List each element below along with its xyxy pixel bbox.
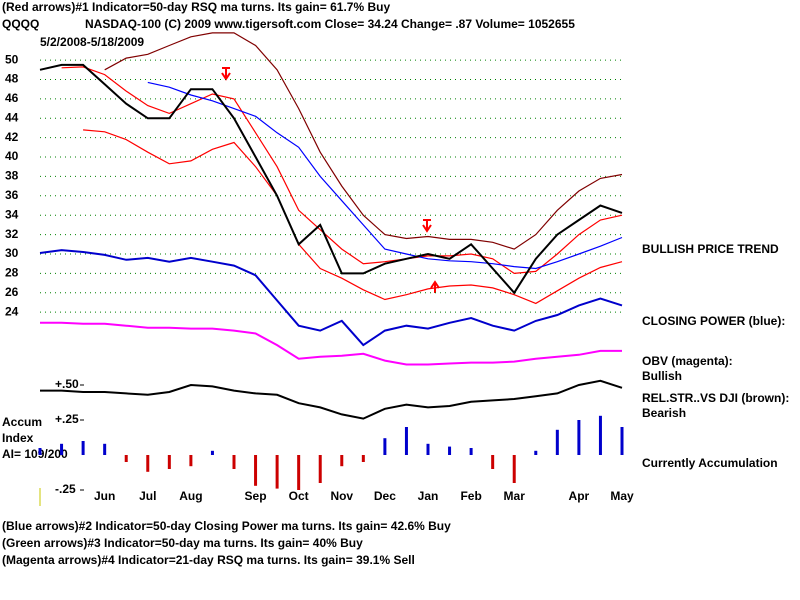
x-tick-label: Oct [289, 489, 309, 503]
accum-bar [469, 448, 473, 455]
y-tick-label: 40 [5, 149, 19, 163]
y-tick-label: 44 [5, 110, 19, 124]
annotation: BULLISH PRICE TREND [642, 242, 779, 256]
series-line [40, 321, 622, 366]
y-tick-label: 46 [5, 91, 19, 105]
accum-bar [124, 455, 128, 462]
accum-bar [318, 455, 322, 483]
accum-bar [38, 448, 42, 455]
accum-bar [555, 429, 559, 455]
accum-label: AI= 109/200 [2, 447, 68, 461]
accum-bar [383, 438, 387, 455]
accum-bar [60, 443, 64, 455]
annotation: OBV (magenta): [642, 354, 733, 368]
accum-bar [146, 455, 150, 472]
subtitle: NASDAQ-100 (C) 2009 www.tigersoft.com Cl… [85, 17, 575, 31]
y-tick-label: 36 [5, 188, 19, 202]
series-line [40, 379, 623, 420]
y2-tick-label: +.50 [55, 377, 79, 391]
x-tick-label: Nov [330, 489, 353, 503]
annotation: Currently Accumulation [642, 456, 778, 470]
accum-bar [577, 420, 581, 455]
y-tick-label: 30 [5, 246, 19, 260]
symbol: QQQQ [2, 17, 39, 31]
x-tick-label: Jun [94, 489, 115, 503]
annotation: Bullish [642, 369, 682, 383]
accum-bar [103, 443, 107, 455]
x-tick-label: Jan [418, 489, 439, 503]
series-line [147, 81, 623, 270]
x-tick-label: Sep [245, 489, 267, 503]
y-tick-label: 38 [5, 169, 19, 183]
accum-bar [340, 455, 344, 467]
y-tick-label: 32 [5, 227, 19, 241]
series-line [61, 66, 623, 275]
series-line [83, 129, 623, 305]
date-range: 5/2/2008-5/18/2009 [40, 35, 144, 49]
accum-bar [426, 443, 430, 455]
sell-arrow [422, 219, 432, 233]
accum-bar [620, 427, 624, 455]
accum-bar [275, 455, 279, 489]
series-line [104, 32, 623, 250]
accum-bar [404, 427, 408, 455]
annotation: REL.STR..VS DJI (brown): [642, 391, 789, 405]
y-tick-label: 48 [5, 72, 19, 86]
x-tick-label: Apr [569, 489, 590, 503]
accum-bar [361, 455, 365, 462]
accum-bar [448, 446, 452, 455]
x-tick-label: Aug [179, 489, 202, 503]
accum-bar [534, 450, 538, 455]
accum-bar [512, 455, 516, 483]
x-tick-label: Feb [460, 489, 481, 503]
accum-bar [297, 455, 301, 490]
annotation: Bearish [642, 406, 686, 420]
y-tick-label: 34 [5, 207, 19, 221]
footer-line: (Blue arrows)#2 Indicator=50-day Closing… [2, 519, 451, 533]
y2-tick-label: +.25 [55, 412, 79, 426]
accum-label: Accum [2, 415, 42, 429]
accum-bar [189, 455, 193, 467]
accum-bar [167, 455, 171, 469]
accum-bar [491, 455, 495, 469]
footer-line: (Green arrows)#3 Indicator=50-day ma tur… [2, 536, 363, 550]
x-tick-label: Dec [374, 489, 396, 503]
x-tick-label: Jul [139, 489, 156, 503]
x-tick-label: Mar [504, 489, 526, 503]
series-line [39, 249, 623, 347]
accum-bar [81, 441, 85, 455]
accum-bar [210, 450, 214, 455]
y2-tick-label: -.25 [55, 482, 76, 496]
x-tick-label: May [610, 489, 634, 503]
series-line [39, 63, 623, 295]
y-tick-label: 24 [5, 304, 19, 318]
chart-title: (Red arrows)#1 Indicator=50-day RSQ ma t… [2, 0, 390, 14]
accum-bar [232, 455, 236, 469]
y-tick-label: 50 [5, 52, 19, 66]
accum-bar [254, 455, 258, 486]
y-tick-label: 28 [5, 266, 19, 280]
accum-label: Index [2, 431, 34, 445]
annotation: CLOSING POWER (blue): [642, 314, 785, 328]
y-tick-label: 26 [5, 285, 19, 299]
y-tick-label: 42 [5, 130, 19, 144]
accum-bar [598, 415, 602, 455]
footer-line: (Magenta arrows)#4 Indicator=21-day RSQ … [2, 553, 415, 567]
